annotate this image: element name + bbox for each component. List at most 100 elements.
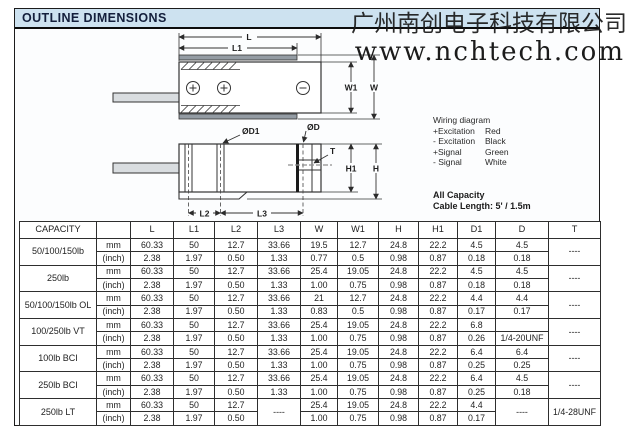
table-row: 250lb BCI mm 60.33 50 12.7 33.66 25.4 19.05 24.8… [19, 371, 601, 400]
value-cell: 33.66 [257, 264, 301, 280]
dimension-table-body: 50/100/150lb mm 60.33 50 12.7 33.66 19.5 12.7 24… [19, 237, 601, 426]
value-cell: 60.33 [130, 344, 174, 360]
value-cell: 2.38 [130, 278, 174, 293]
value-cell: 33.66 [257, 344, 301, 360]
value-cell: 24.8 [378, 237, 419, 253]
value-cell: 12.7 [214, 344, 258, 360]
value-cell: 2.38 [130, 358, 174, 373]
value-cell: 1.33 [257, 304, 301, 320]
col-header: CAPACITY [19, 221, 97, 239]
value-cell: 24.8 [378, 291, 419, 306]
value-cell: 19.05 [337, 398, 379, 413]
value-cell: 0.87 [418, 331, 458, 346]
value-cell: 21 [300, 291, 338, 306]
value-cell: 0.98 [378, 358, 419, 373]
dim-label-L2: L2 [200, 209, 210, 219]
value-cell: 24.8 [378, 398, 419, 413]
table-row: (inch) 2.38 1.97 0.50 1.33 1.00 0.75 0.98 0.87 0.… [20, 331, 601, 346]
unit-cell: (inch) [96, 278, 131, 293]
value-cell: 0.75 [337, 384, 379, 400]
value-cell: 19.05 [337, 318, 379, 333]
wiring-color: Red [485, 125, 501, 136]
value-cell: 60.33 [130, 318, 174, 333]
value-cell: 2.38 [130, 304, 174, 320]
col-header: D [495, 221, 549, 239]
wiring-title: Wiring diagram [433, 115, 491, 125]
value-cell: 0.17 [457, 304, 496, 320]
value-cell: 1.00 [300, 384, 338, 400]
value-cell: 0.50 [214, 304, 258, 320]
col-header: T [548, 221, 601, 239]
value-cell: 1/4-20UNF [495, 331, 549, 346]
value-cell: 12.7 [214, 371, 258, 386]
value-cell: 0.98 [378, 384, 419, 400]
wiring-row: +Excitation Red [433, 126, 509, 137]
cable-note-line1: All Capacity [433, 190, 485, 200]
section-titlebar: OUTLINE DIMENSIONS [15, 9, 599, 29]
value-cell: 19.05 [337, 371, 379, 386]
col-header: L2 [214, 221, 258, 239]
value-cell: 0.17 [495, 304, 549, 320]
value-cell: 12.7 [214, 291, 258, 306]
value-cell: 0.77 [300, 251, 338, 266]
value-cell: 19.05 [337, 264, 379, 280]
capacity-cell: 250lb [19, 264, 97, 293]
table-row: (inch) 2.38 1.97 0.50 1.33 0.83 0.5 0.98 0.87 0.1… [20, 304, 601, 320]
value-cell: 60.33 [130, 291, 174, 306]
value-cell: 1.97 [173, 251, 215, 266]
value-cell: 2.38 [130, 251, 174, 266]
capacity-cell: 250lb BCI [19, 371, 97, 400]
value-cell: 0.87 [418, 251, 458, 266]
value-cell: 1.97 [173, 331, 215, 346]
value-cell: 1.00 [300, 331, 338, 346]
load-cell-body-side-view [178, 143, 322, 193]
value-cell: 0.17 [457, 411, 496, 426]
value-cell: 0.98 [378, 304, 419, 320]
value-cell: 0.87 [418, 278, 458, 293]
value-cell: 1.00 [300, 411, 338, 426]
value-cell: 0.83 [300, 304, 338, 320]
wiring-color: Green [485, 146, 509, 157]
value-cell: 22.2 [418, 264, 458, 280]
leader-T [313, 154, 329, 164]
wiring-diagram: Wiring diagram +Excitation Red - Excitat… [433, 115, 509, 168]
value-cell: 1.33 [257, 358, 301, 373]
value-cell: 50 [173, 291, 215, 306]
col-header: L1 [173, 221, 215, 239]
value-cell: 2.38 [130, 384, 174, 400]
value-cell: 0.5 [337, 304, 379, 320]
dim-label-D1: ØD1 [242, 126, 260, 136]
capacity-cell: 100/250lb VT [19, 318, 97, 346]
value-cell: 50 [173, 371, 215, 386]
col-header [96, 221, 131, 239]
capacity-cell: 50/100/150lb OL [19, 291, 97, 320]
value-cell: 25.4 [300, 264, 338, 280]
col-header: H [378, 221, 419, 239]
hatch-upper [180, 62, 240, 70]
table-row: 100lb BCI mm 60.33 50 12.7 33.66 25.4 19.05 24.8… [19, 344, 601, 373]
dim-label-L1: L1 [232, 43, 242, 53]
value-cell: 33.66 [257, 291, 301, 306]
wiring-row: - Signal White [433, 157, 509, 168]
value-cell: 2.38 [130, 331, 174, 346]
value-cell: 60.33 [130, 237, 174, 253]
value-cell: 4.5 [495, 237, 549, 253]
table-row: 100/250lb VT mm 60.33 50 12.7 33.66 25.4 19.05 2… [19, 318, 601, 346]
thread-cell: 1/4-28UNF [548, 398, 601, 426]
thread-cell: ---- [548, 238, 601, 266]
unit-cell: mm [96, 318, 131, 333]
table-row: (inch) 2.38 1.97 0.50 1.33 1.00 0.75 0.98 0.87 0.… [20, 384, 601, 400]
unit-cell: mm [96, 371, 131, 386]
value-cell: 1.33 [257, 251, 301, 266]
value-cell: 0.18 [457, 251, 496, 266]
unit-cell: (inch) [96, 411, 131, 426]
table-row: (inch) 2.38 1.97 0.50 1.33 1.00 0.75 0.98 0.87 0.… [20, 358, 601, 373]
value-cell: 25.4 [300, 371, 338, 386]
value-cell: 25.4 [300, 344, 338, 360]
unit-cell: mm [96, 291, 131, 306]
value-cell: 0.75 [337, 358, 379, 373]
value-cell: 1.00 [300, 278, 338, 293]
value-cell: 22.2 [418, 398, 458, 413]
value-cell: 6.4 [457, 344, 496, 360]
negative-terminal-icon [296, 81, 310, 95]
